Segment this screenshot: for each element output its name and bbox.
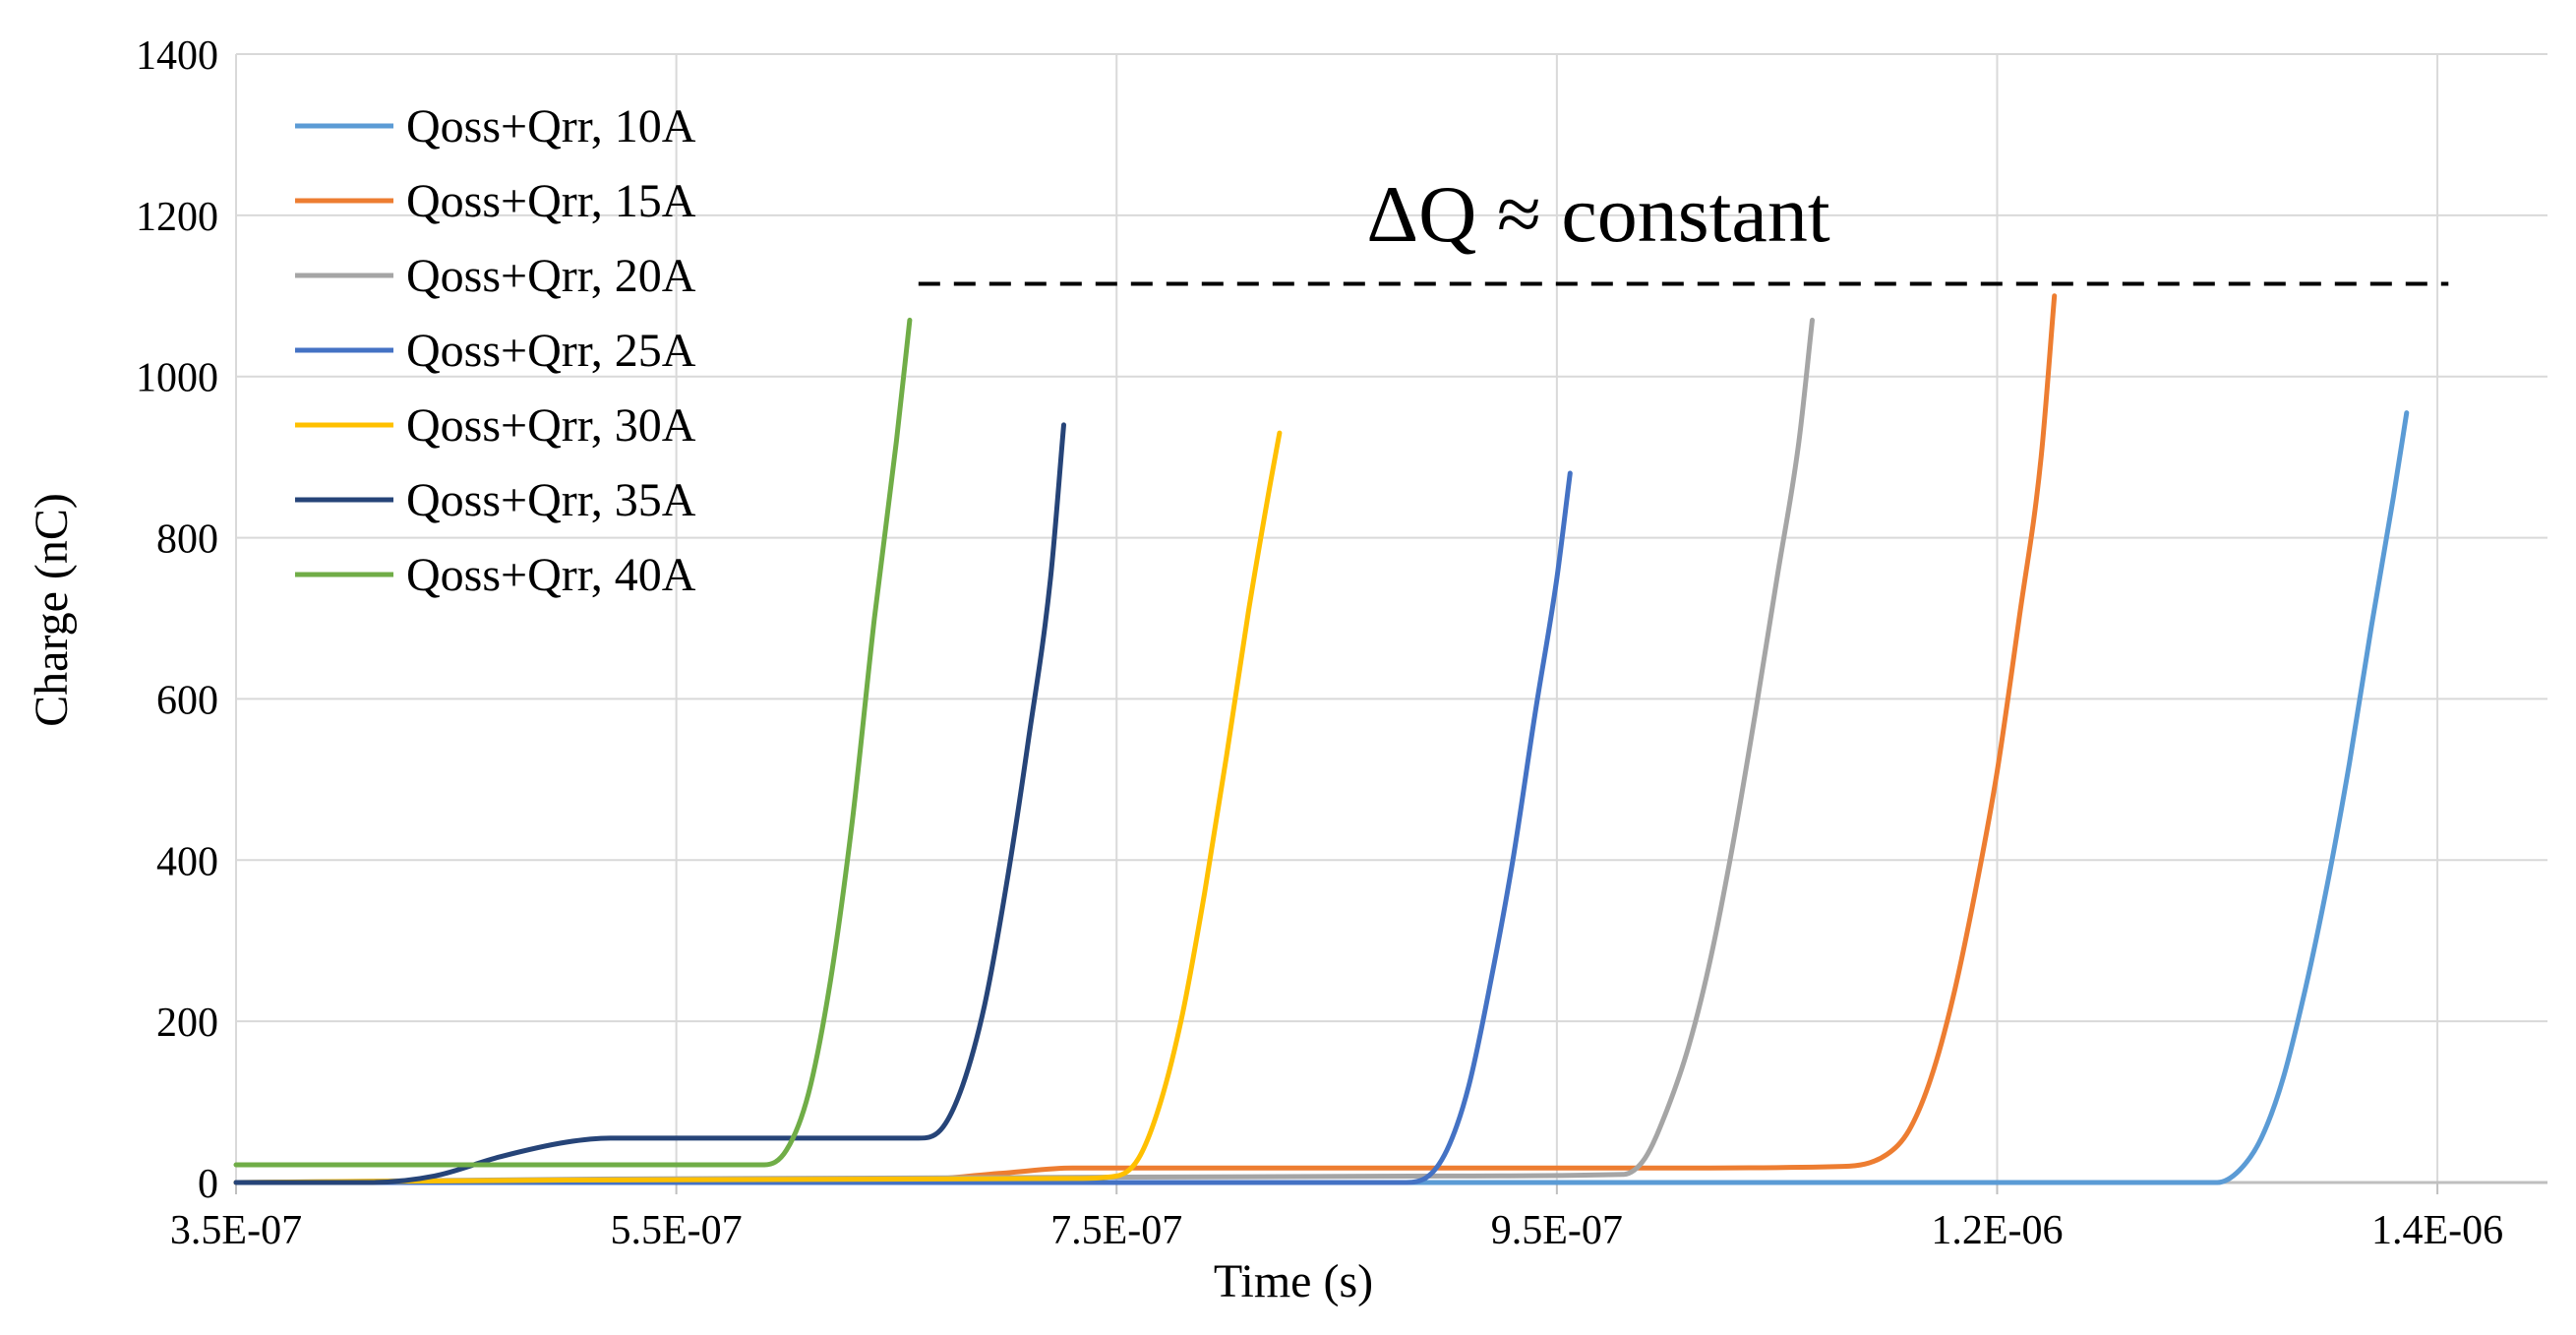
legend-label: Qoss+Qrr, 35A bbox=[406, 474, 696, 526]
series-line-qoss-qrr-10a bbox=[233, 410, 2410, 1185]
legend-label: Qoss+Qrr, 15A bbox=[406, 175, 696, 227]
series-line-qoss-qrr-40a bbox=[233, 317, 913, 1168]
x-tick-label: 3.5E-07 bbox=[170, 1208, 302, 1253]
y-tick-label: 1400 bbox=[136, 33, 218, 79]
legend-label: Qoss+Qrr, 40A bbox=[406, 549, 696, 601]
y-tick-label: 400 bbox=[156, 839, 218, 884]
gridlines bbox=[235, 53, 2547, 1183]
legend: Qoss+Qrr, 10A Qoss+Qrr, 15A Qoss+Qrr, 20A Q… bbox=[295, 100, 696, 601]
series-line-qoss-qrr-35a bbox=[233, 422, 1066, 1185]
series-group bbox=[233, 293, 2410, 1185]
series-line-qoss-qrr-25a bbox=[233, 470, 1573, 1185]
legend-label: Qoss+Qrr, 25A bbox=[406, 325, 696, 377]
legend-label: Qoss+Qrr, 10A bbox=[406, 100, 696, 152]
y-tick-label: 0 bbox=[198, 1162, 218, 1207]
x-axis-label: Time (s) bbox=[1214, 1255, 1373, 1307]
x-tick-label: 5.5E-07 bbox=[611, 1208, 743, 1253]
x-tick-label: 7.5E-07 bbox=[1050, 1208, 1182, 1253]
x-tick-label: 9.5E-07 bbox=[1491, 1208, 1623, 1253]
delta-q-annotation: ΔQ ≈ constant bbox=[1366, 169, 1829, 259]
y-tick-label: 1000 bbox=[136, 356, 218, 401]
x-tick-label: 1.4E-06 bbox=[2371, 1208, 2503, 1253]
legend-label: Qoss+Qrr, 30A bbox=[406, 399, 696, 452]
series-line-qoss-qrr-30a bbox=[233, 430, 1283, 1185]
y-tick-label: 1200 bbox=[136, 195, 218, 240]
legend-label: Qoss+Qrr, 20A bbox=[406, 250, 696, 302]
x-tick-label: 1.2E-06 bbox=[1931, 1208, 2063, 1253]
y-tick-label: 200 bbox=[156, 1001, 218, 1046]
annotation-group: ΔQ ≈ constant bbox=[918, 169, 2449, 286]
y-tick-label: 800 bbox=[156, 517, 218, 563]
y-axis-label: Charge (nC) bbox=[26, 493, 78, 727]
y-tick-label: 600 bbox=[156, 678, 218, 723]
